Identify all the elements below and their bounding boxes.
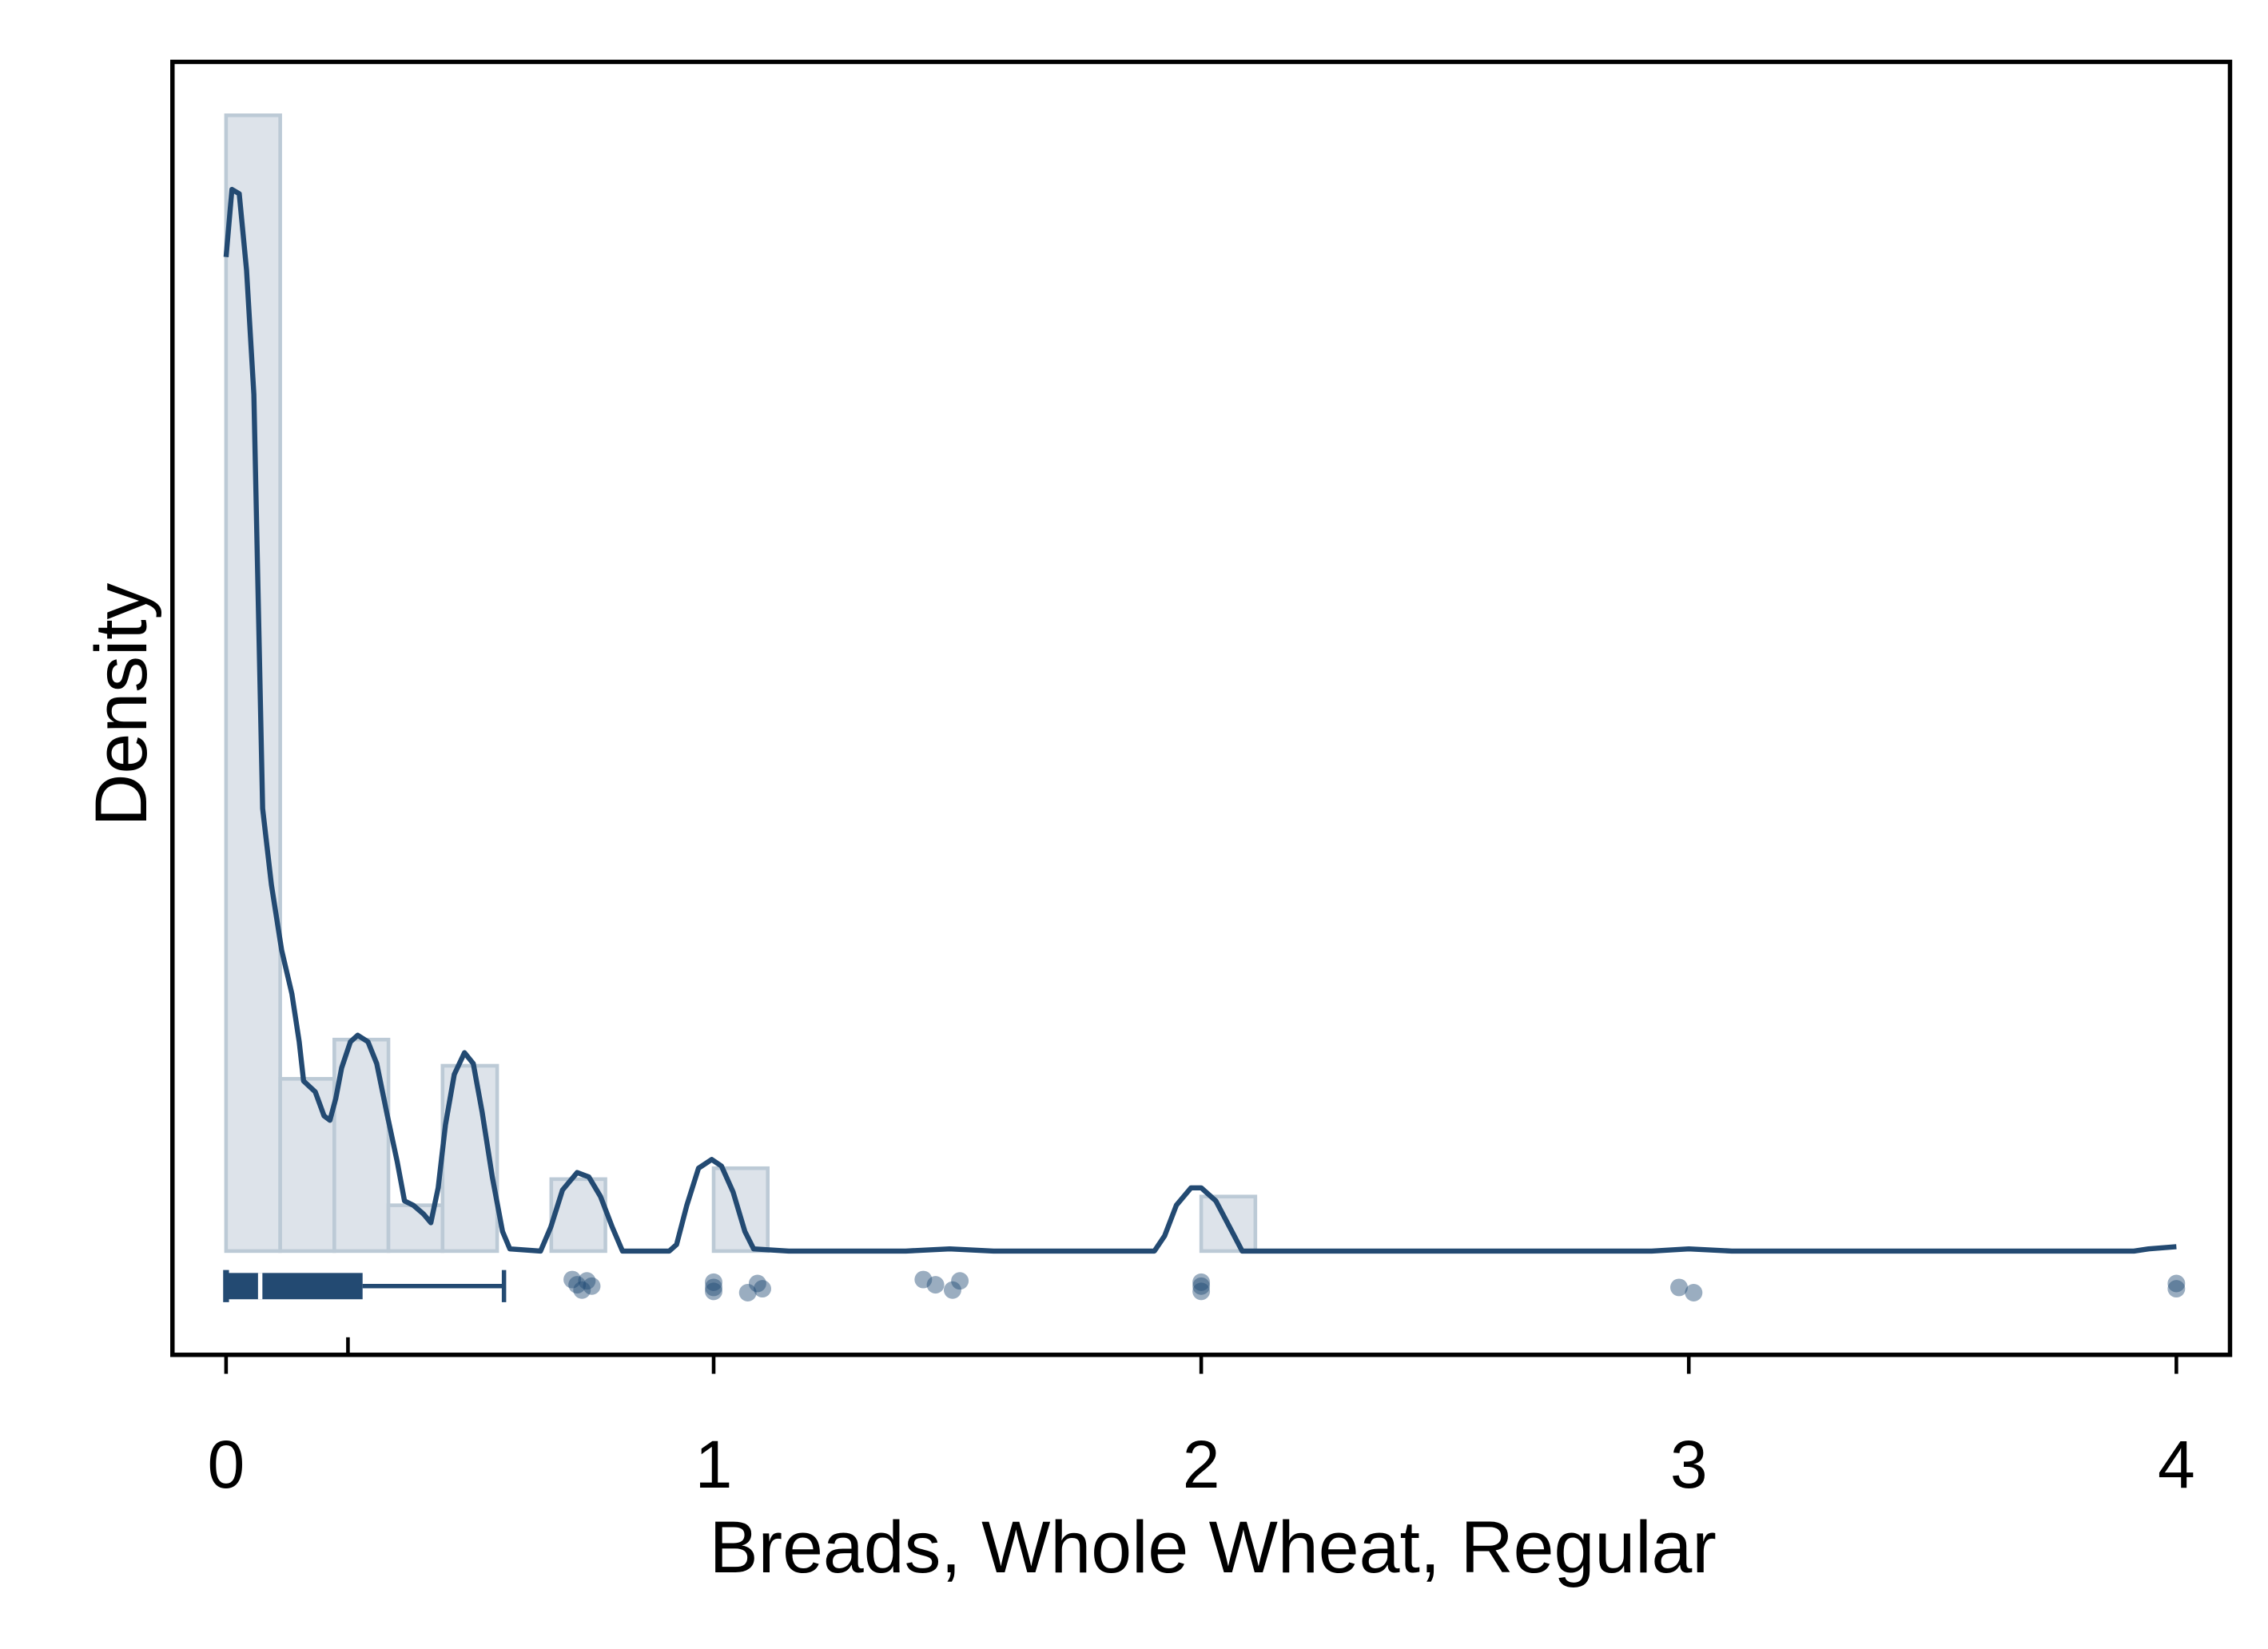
data-point — [1192, 1277, 1211, 1295]
data-point — [914, 1270, 933, 1289]
y-axis-label: Density — [81, 582, 162, 826]
data-point — [573, 1281, 591, 1299]
data-point — [1670, 1278, 1688, 1297]
data-point — [2167, 1280, 2186, 1298]
data-point — [705, 1282, 722, 1301]
data-point — [1192, 1273, 1211, 1291]
data-point — [2167, 1274, 2186, 1293]
histogram-bar — [278, 1077, 336, 1254]
x-tick-label: 2 — [1183, 1427, 1220, 1502]
data-point — [738, 1284, 757, 1301]
x-tick-label: 3 — [1670, 1427, 1708, 1502]
data-point — [754, 1280, 771, 1298]
data-point — [705, 1278, 722, 1297]
density-curve — [223, 186, 2177, 1254]
data-point — [568, 1276, 587, 1294]
box — [225, 1273, 363, 1300]
data-point — [583, 1277, 601, 1295]
data-point — [748, 1274, 766, 1293]
data-point — [578, 1272, 596, 1290]
data-point — [1192, 1282, 1211, 1301]
data-point — [563, 1270, 582, 1289]
x-tick-label: 1 — [695, 1427, 733, 1502]
x-tick-label: 0 — [207, 1427, 245, 1502]
data-point — [943, 1281, 961, 1299]
x-tick-label: 4 — [2158, 1427, 2195, 1502]
x-axis-label: Breads, Whole Wheat, Regular — [710, 1507, 1717, 1588]
histogram-bar — [224, 113, 282, 1254]
data-point — [926, 1276, 945, 1294]
data-point — [1685, 1284, 1703, 1301]
data-point — [705, 1273, 722, 1291]
data-point — [951, 1272, 969, 1290]
